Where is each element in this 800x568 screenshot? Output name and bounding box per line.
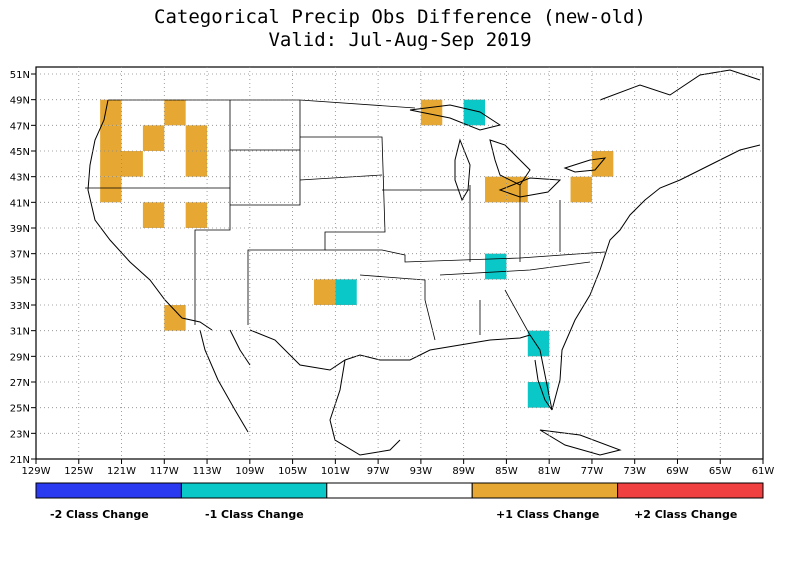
longitude-ticks: 129W 125W 121W 117W 113W 109W 105W 101W 97W 93W 89… xyxy=(22,459,775,477)
legend-swatch xyxy=(471,482,619,499)
x-tick-label: 81W xyxy=(538,466,561,477)
y-tick-label: 49N xyxy=(10,96,30,107)
y-tick-label: 31N xyxy=(10,327,30,338)
difference-cell xyxy=(420,99,443,126)
difference-cell xyxy=(142,125,165,151)
difference-cell xyxy=(485,253,507,280)
difference-cell xyxy=(313,279,336,305)
x-tick-label: 85W xyxy=(495,466,518,477)
x-tick-label: 117W xyxy=(150,466,179,477)
x-tick-label: 61W xyxy=(752,466,775,477)
y-tick-label: 23N xyxy=(10,429,30,440)
y-tick-label: 51N xyxy=(10,70,30,81)
y-tick-label: 25N xyxy=(10,404,30,415)
legend-swatch xyxy=(180,482,328,499)
x-tick-label: 109W xyxy=(235,466,264,477)
grid-lines xyxy=(36,67,763,459)
x-tick-label: 105W xyxy=(278,466,307,477)
legend-swatch xyxy=(326,482,473,499)
difference-cell xyxy=(185,125,208,151)
difference-cell xyxy=(164,305,186,331)
difference-cell xyxy=(164,99,186,126)
map-frame xyxy=(35,66,764,460)
x-tick-label: 121W xyxy=(107,466,136,477)
legend-swatch xyxy=(617,482,764,499)
difference-cell xyxy=(506,176,528,203)
difference-cell xyxy=(527,330,550,357)
y-tick-label: 47N xyxy=(10,121,30,132)
x-tick-label: 65W xyxy=(709,466,732,477)
difference-cell xyxy=(335,279,357,305)
legend-colorbar xyxy=(35,482,764,499)
difference-cells xyxy=(100,99,614,408)
x-tick-label: 89W xyxy=(452,466,475,477)
x-tick-label: 77W xyxy=(581,466,604,477)
x-tick-label: 125W xyxy=(64,466,93,477)
y-tick-label: 35N xyxy=(10,275,30,286)
difference-cell xyxy=(463,99,486,126)
latitude-ticks: 21N 23N 25N 27N 29N 31N 33N 35N 37N 39N 41N 43N 45N 4… xyxy=(10,70,36,466)
legend-label-plus2: +2 Class Change xyxy=(634,508,738,521)
x-tick-label: 113W xyxy=(193,466,222,477)
x-tick-label: 73W xyxy=(623,466,646,477)
coastlines xyxy=(87,69,761,456)
x-tick-label: 129W xyxy=(22,466,51,477)
legend-label-minus2: -2 Class Change xyxy=(50,508,149,521)
difference-cell xyxy=(185,151,208,177)
map-title: Categorical Precip Obs Difference (new-o… xyxy=(154,6,646,28)
difference-cell xyxy=(121,151,143,177)
legend-label-minus1: -1 Class Change xyxy=(205,508,304,521)
difference-cell xyxy=(185,202,208,228)
x-tick-label: 69W xyxy=(666,466,689,477)
map-subtitle: Valid: Jul-Aug-Sep 2019 xyxy=(268,29,532,51)
y-tick-label: 29N xyxy=(10,352,30,363)
legend-label-plus1: +1 Class Change xyxy=(496,508,600,521)
legend-swatch xyxy=(35,482,182,499)
difference-cell xyxy=(142,202,165,228)
y-tick-label: 45N xyxy=(10,147,30,158)
y-tick-label: 41N xyxy=(10,198,30,209)
difference-cell xyxy=(591,151,614,177)
difference-cell xyxy=(100,99,122,126)
x-tick-label: 97W xyxy=(367,466,390,477)
y-tick-label: 43N xyxy=(10,173,30,184)
difference-cell xyxy=(100,176,122,203)
y-tick-label: 39N xyxy=(10,224,30,235)
difference-cell xyxy=(527,382,550,408)
y-tick-label: 33N xyxy=(10,301,30,312)
x-tick-label: 101W xyxy=(321,466,350,477)
difference-cell xyxy=(100,125,122,151)
difference-cell xyxy=(570,176,592,203)
y-tick-label: 27N xyxy=(10,378,30,389)
difference-cell xyxy=(485,176,507,203)
x-tick-label: 93W xyxy=(410,466,433,477)
y-tick-label: 37N xyxy=(10,250,30,261)
difference-cell xyxy=(100,151,122,177)
y-tick-label: 21N xyxy=(10,455,30,466)
